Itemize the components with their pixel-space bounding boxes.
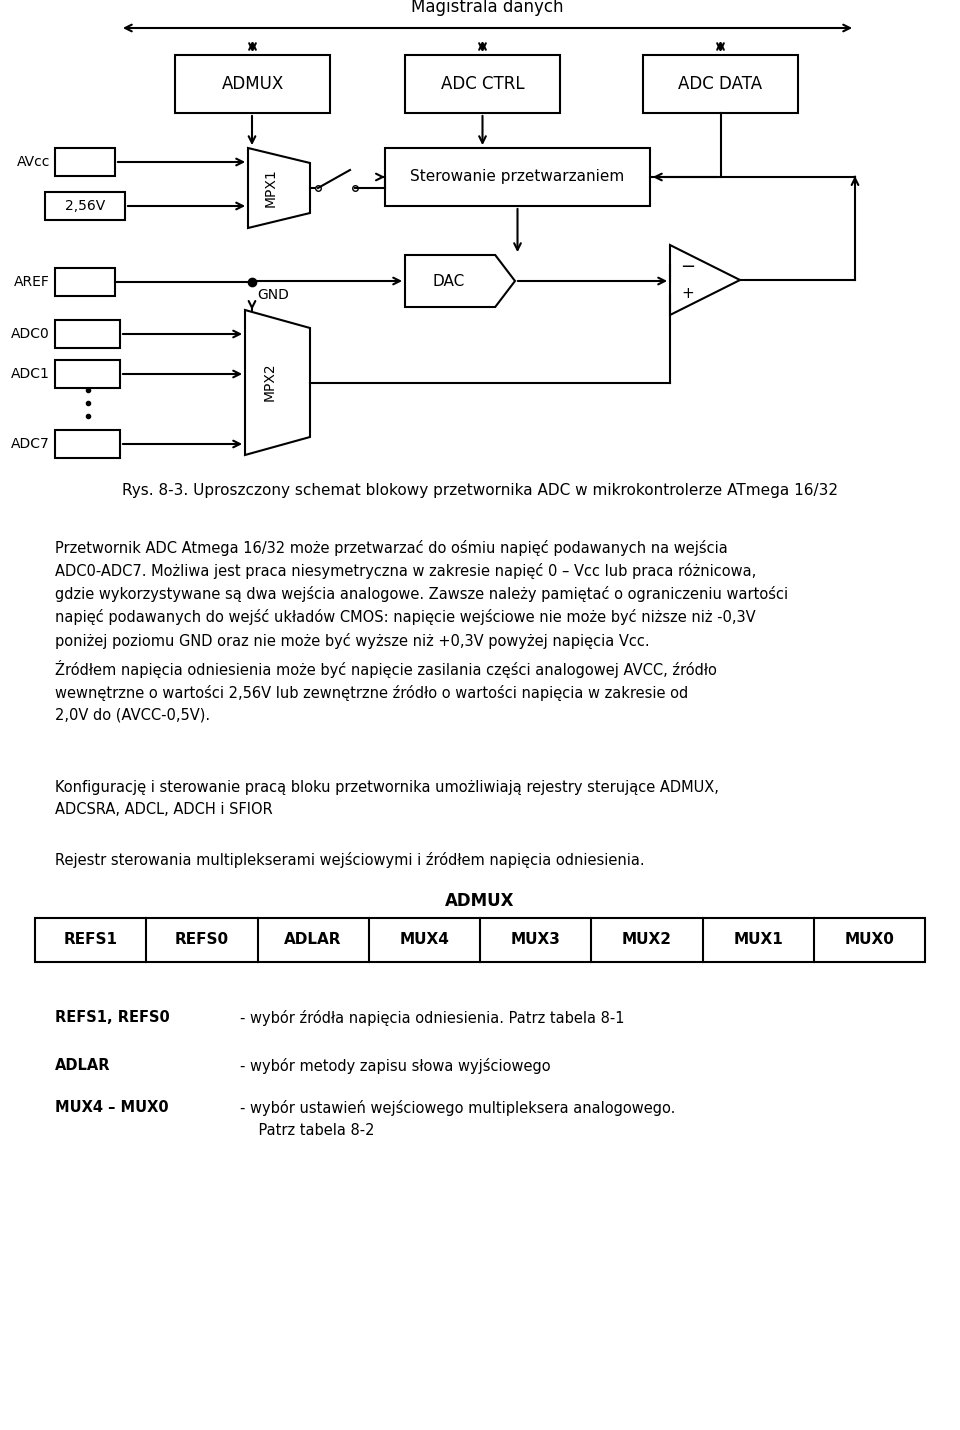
Text: ADC DATA: ADC DATA (679, 74, 762, 93)
Text: ADC0: ADC0 (12, 327, 50, 340)
Text: MUX2: MUX2 (622, 932, 672, 948)
Bar (55, 320, 120, 347)
Polygon shape (245, 310, 310, 455)
Bar (55, 147, 115, 176)
Text: MUX4: MUX4 (399, 932, 449, 948)
Bar (55, 267, 115, 296)
Text: ADLAR: ADLAR (284, 932, 342, 948)
Bar (55, 360, 120, 388)
Bar (405, 54, 560, 113)
Text: AVcc: AVcc (16, 154, 50, 169)
Text: MPX1: MPX1 (264, 169, 278, 207)
Text: DAC: DAC (433, 273, 466, 289)
Bar (45, 192, 125, 220)
Text: Konfigurację i sterowanie pracą bloku przetwornika umożliwiają rejestry sterując: Konfigurację i sterowanie pracą bloku pr… (55, 779, 719, 817)
Text: ADC CTRL: ADC CTRL (441, 74, 524, 93)
Text: - wybór metody zapisu słowa wyjściowego: - wybór metody zapisu słowa wyjściowego (240, 1058, 551, 1074)
Bar (55, 430, 120, 458)
Text: ADMUX: ADMUX (445, 892, 515, 909)
Text: - wybór źródła napięcia odniesienia. Patrz tabela 8-1: - wybór źródła napięcia odniesienia. Pat… (240, 1010, 625, 1025)
Text: REFS0: REFS0 (175, 932, 228, 948)
Text: - wybór ustawień wejściowego multipleksera analogowego.
    Patrz tabela 8-2: - wybór ustawień wejściowego multiplekse… (240, 1100, 676, 1138)
Text: MUX0: MUX0 (845, 932, 895, 948)
Text: Źródłem napięcia odniesienia może być napięcie zasilania części analogowej AVCC,: Źródłem napięcia odniesienia może być na… (55, 661, 717, 722)
Polygon shape (670, 245, 740, 315)
Text: Przetwornik ADC Atmega 16/32 może przetwarzać do ośmiu napięć podawanych na wejś: Przetwornik ADC Atmega 16/32 może przetw… (55, 541, 788, 649)
Bar (175, 54, 330, 113)
Polygon shape (405, 255, 515, 307)
Text: AREF: AREF (14, 275, 50, 289)
Text: MUX4 – MUX0: MUX4 – MUX0 (55, 1100, 169, 1115)
Text: MUX3: MUX3 (511, 932, 561, 948)
Text: Sterowanie przetwarzaniem: Sterowanie przetwarzaniem (410, 170, 625, 184)
Text: Rejestr sterowania multiplekserami wejściowymi i źródłem napięcia odniesienia.: Rejestr sterowania multiplekserami wejśc… (55, 852, 644, 868)
Bar (643, 54, 798, 113)
Text: +: + (682, 286, 694, 300)
Text: Magistrala danych: Magistrala danych (411, 0, 564, 16)
Text: GND: GND (257, 287, 289, 302)
Text: REFS1: REFS1 (63, 932, 118, 948)
Text: ADMUX: ADMUX (222, 74, 283, 93)
Text: ADC1: ADC1 (12, 368, 50, 380)
Text: REFS1, REFS0: REFS1, REFS0 (55, 1010, 170, 1025)
Text: 2,56V: 2,56V (65, 199, 106, 213)
Text: ADC7: ADC7 (12, 438, 50, 450)
Bar (385, 147, 650, 206)
Text: ADLAR: ADLAR (55, 1058, 110, 1072)
Text: Rys. 8-3. Uproszczony schemat blokowy przetwornika ADC w mikrokontrolerze ATmega: Rys. 8-3. Uproszczony schemat blokowy pr… (122, 482, 838, 498)
Text: MPX2: MPX2 (262, 363, 276, 402)
Polygon shape (248, 147, 310, 227)
Text: −: − (681, 257, 696, 276)
Bar (35, 918, 925, 962)
Text: MUX1: MUX1 (733, 932, 783, 948)
